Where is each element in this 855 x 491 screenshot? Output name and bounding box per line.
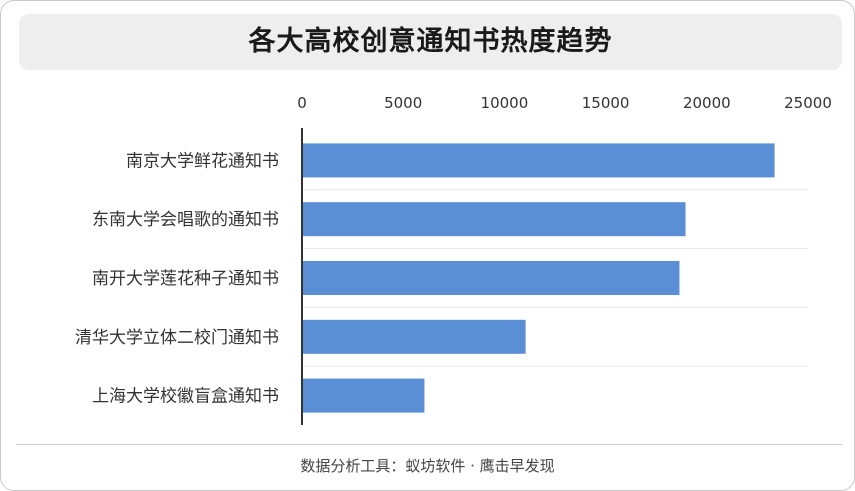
bar [303,202,686,237]
bar [303,378,425,413]
footer-divider [16,444,842,445]
x-tick-label: 0 [297,94,307,112]
bar [303,143,775,178]
bar [303,319,526,354]
category-label: 上海大学校徽盲盒通知书 [92,387,279,407]
x-tick-label: 5000 [384,94,422,112]
chart-title: 各大高校创意通知书热度趋势 [248,26,613,57]
x-tick-label: 20000 [683,94,731,112]
category-label: 南开大学莲花种子通知书 [92,269,279,289]
category-label: 清华大学立体二校门通知书 [75,328,279,348]
x-tick-label: 25000 [784,94,832,112]
bar [303,261,680,295]
category-label: 南京大学鲜花通知书 [126,151,279,171]
x-tick-label: 15000 [582,94,630,112]
footer-credit: 数据分析工具：蚁坊软件 · 鹰击早发现 [300,457,555,475]
x-tick-label: 10000 [481,94,529,112]
title-banner: 各大高校创意通知书热度趋势 [19,14,842,70]
category-label: 东南大学会唱歌的通知书 [92,210,279,230]
